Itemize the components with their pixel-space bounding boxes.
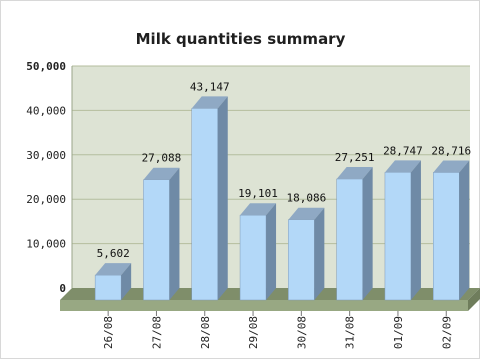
value-label: 28,747 xyxy=(383,144,423,157)
bar-front xyxy=(240,215,266,300)
x-tick-label: 26/08 xyxy=(102,316,115,349)
x-tick-label: 02/09 xyxy=(440,316,453,349)
y-tick-label: 40,000 xyxy=(26,104,66,117)
bar-front xyxy=(337,179,363,300)
x-tick-label: 29/08 xyxy=(247,316,260,349)
bar-front xyxy=(385,172,411,300)
y-tick-label: 50,000 xyxy=(26,60,66,73)
bar-side xyxy=(314,208,324,300)
y-tick-label: 10,000 xyxy=(26,238,66,251)
bar-side xyxy=(459,161,469,300)
bar-front xyxy=(433,173,459,300)
y-tick-labels: 0 10,000 20,000 30,000 40,000 50,000 xyxy=(26,60,66,295)
bar xyxy=(288,208,324,300)
value-label: 27,251 xyxy=(335,151,375,164)
bar-side xyxy=(411,160,421,300)
bar xyxy=(143,168,179,300)
x-tick-label: 31/08 xyxy=(344,316,357,349)
bar-side xyxy=(363,167,373,300)
x-tick-label: 30/08 xyxy=(295,316,308,349)
bar xyxy=(95,263,131,300)
bar-front xyxy=(143,180,169,300)
x-tick-label: 28/08 xyxy=(199,316,212,349)
bar-side xyxy=(218,96,228,300)
bar-side xyxy=(169,168,179,300)
bar-side xyxy=(266,203,276,300)
value-label: 19,101 xyxy=(238,187,278,200)
y-tick-label: 30,000 xyxy=(26,149,66,162)
x-tick-label: 27/08 xyxy=(150,316,163,349)
y-tick-label: 0 xyxy=(59,282,66,295)
value-label: 27,088 xyxy=(142,152,182,165)
value-label: 18,086 xyxy=(286,192,326,205)
bar xyxy=(385,160,421,300)
value-label: 43,147 xyxy=(190,80,230,93)
y-tick-label: 20,000 xyxy=(26,193,66,206)
x-tick-labels: 26/08 27/08 28/08 29/08 30/08 31/08 01/09 02/09 xyxy=(102,311,453,349)
value-label: 28,716 xyxy=(431,145,471,158)
bar xyxy=(433,161,469,300)
plot-edge xyxy=(470,66,478,300)
bar xyxy=(240,203,276,300)
bar xyxy=(337,167,373,300)
x-tick-label: 01/09 xyxy=(392,316,405,349)
value-label: 5,602 xyxy=(97,247,130,260)
bar-front xyxy=(95,275,121,300)
bar-front xyxy=(288,220,314,300)
bar xyxy=(192,96,228,300)
bar-front xyxy=(192,108,218,300)
floor-front xyxy=(60,300,468,311)
